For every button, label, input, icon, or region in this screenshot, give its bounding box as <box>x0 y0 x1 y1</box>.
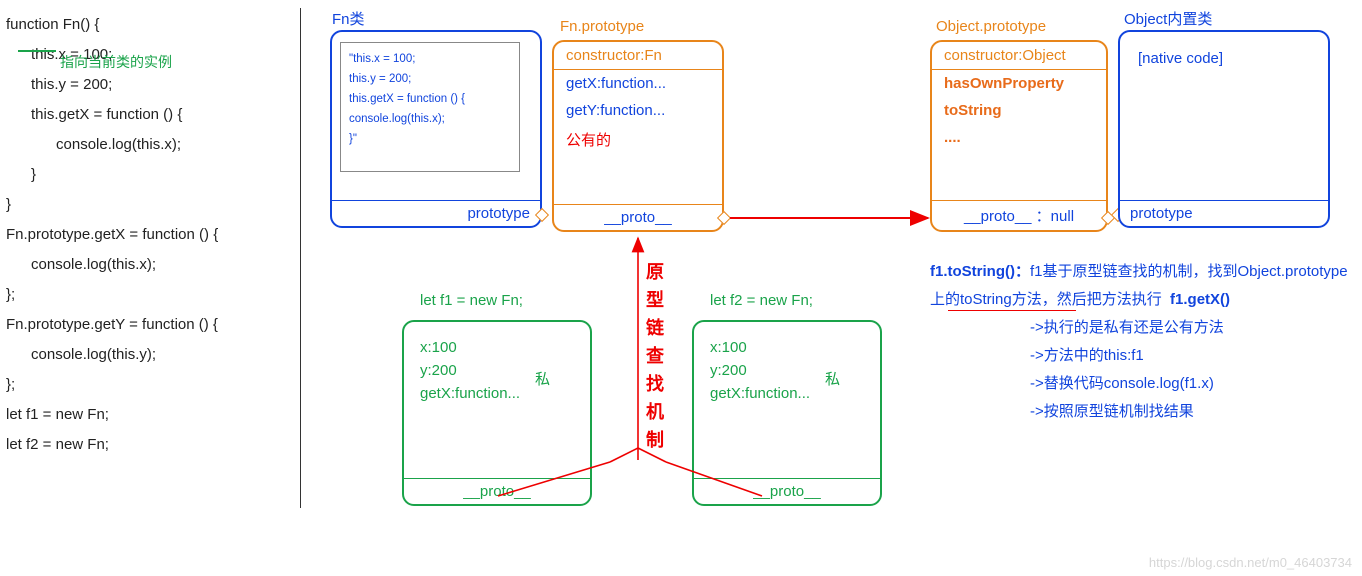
inner-line: "this.x = 100; <box>349 49 511 69</box>
desc-bullet: ->执行的是私有还是公有方法 <box>1030 314 1350 342</box>
fn-class-footer: prototype <box>332 200 540 226</box>
instance-row: y:200 <box>404 359 590 382</box>
proto-row: hasOwnProperty <box>932 70 1106 97</box>
code-column: function Fn() { this.x = 100; this.y = 2… <box>6 10 296 460</box>
code-line: this.y = 200; <box>6 70 296 100</box>
code-line: console.log(this.x); <box>6 250 296 280</box>
f1-label: let f1 = new Fn; <box>420 292 523 309</box>
fn-class-inner: "this.x = 100; this.y = 200; this.getX =… <box>340 42 520 172</box>
code-line: let f1 = new Fn; <box>6 400 296 430</box>
native-code: [native code] <box>1120 32 1328 85</box>
code-line: }; <box>6 370 296 400</box>
code-line: } <box>6 160 296 190</box>
vtext-char: 链 <box>645 314 665 342</box>
object-prototype-label: Object.prototype <box>936 18 1046 35</box>
fn-class-label: Fn类 <box>332 8 365 29</box>
code-line: function Fn() { <box>6 10 296 40</box>
instance-row: getX:function... <box>694 382 880 405</box>
instance-badge: 私 <box>825 368 840 389</box>
object-class-label: Object内置类 <box>1124 8 1212 29</box>
object-class-footer: prototype <box>1120 200 1328 226</box>
proto-row: toString <box>932 97 1106 124</box>
inner-line: this.getX = function () { <box>349 89 511 109</box>
code-line: let f2 = new Fn; <box>6 430 296 460</box>
f1-footer: __proto__ <box>404 478 590 504</box>
f2-footer: __proto__ <box>694 478 880 504</box>
code-line: }; <box>6 280 296 310</box>
code-line: console.log(this.y); <box>6 340 296 370</box>
inner-line: this.y = 200; <box>349 69 511 89</box>
fn-prototype-footer: __proto__ <box>554 204 722 230</box>
code-line: console.log(this.x); <box>6 130 296 160</box>
instance-badge: 私 <box>535 368 550 389</box>
code-line: Fn.prototype.getY = function () { <box>6 310 296 340</box>
vtext-char: 型 <box>645 286 665 314</box>
proto-row: getY:function... <box>554 97 722 124</box>
object-class-box: [native code] prototype <box>1118 30 1330 228</box>
instance-row: y:200 <box>694 359 880 382</box>
vertical-label: 原 型 链 查 找 机 制 <box>645 258 665 454</box>
constructor-row: constructor:Object <box>932 42 1106 69</box>
desc-bullet: ->替换代码console.log(f1.x) <box>1030 370 1350 398</box>
vtext-char: 原 <box>645 258 665 286</box>
code-line: } <box>6 190 296 220</box>
inner-line: console.log(this.x); <box>349 109 511 129</box>
fn-prototype-box: constructor:Fn getX:function... getY:fun… <box>552 40 724 232</box>
code-line: this.getX = function () { <box>6 100 296 130</box>
fn-prototype-label: Fn.prototype <box>560 18 644 35</box>
proto-row: .... <box>932 124 1106 151</box>
object-prototype-footer: __proto__ ：null <box>932 200 1106 230</box>
object-prototype-box: constructor:Object hasOwnProperty toStri… <box>930 40 1108 232</box>
vtext-char: 制 <box>645 426 665 454</box>
code-annotation: 指向当前类的实例 <box>60 52 172 72</box>
description-block: f1.toString()：f1基于原型链查找的机制，找到Object.prot… <box>930 258 1350 426</box>
f2-label: let f2 = new Fn; <box>710 292 813 309</box>
watermark: https://blog.csdn.net/m0_46403734 <box>1149 555 1352 570</box>
f1-box: x:100 y:200 getX:function... 私 __proto__ <box>402 320 592 506</box>
f2-box: x:100 y:200 getX:function... 私 __proto__ <box>692 320 882 506</box>
proto-row: getX:function... <box>554 70 722 97</box>
vertical-divider <box>300 8 301 508</box>
desc-bold: f1.toString()： <box>930 263 1030 280</box>
instance-row: getX:function... <box>404 382 590 405</box>
code-line: Fn.prototype.getX = function () { <box>6 220 296 250</box>
instance-row: x:100 <box>694 336 880 359</box>
annotation-underline <box>18 50 56 52</box>
instance-row: x:100 <box>404 336 590 359</box>
vtext-char: 找 <box>645 370 665 398</box>
vtext-char: 机 <box>645 398 665 426</box>
fn-class-box: "this.x = 100; this.y = 200; this.getX =… <box>330 30 542 228</box>
desc-bold-2: f1.getX() <box>1170 291 1230 308</box>
vtext-char: 查 <box>645 342 665 370</box>
desc-bullet: ->方法中的this:f1 <box>1030 342 1350 370</box>
constructor-row: constructor:Fn <box>554 42 722 69</box>
desc-bullet: ->按照原型链机制找结果 <box>1030 398 1350 426</box>
desc-underline <box>948 310 1076 311</box>
inner-line: }" <box>349 129 511 149</box>
proto-note: 公有的 <box>554 124 722 155</box>
